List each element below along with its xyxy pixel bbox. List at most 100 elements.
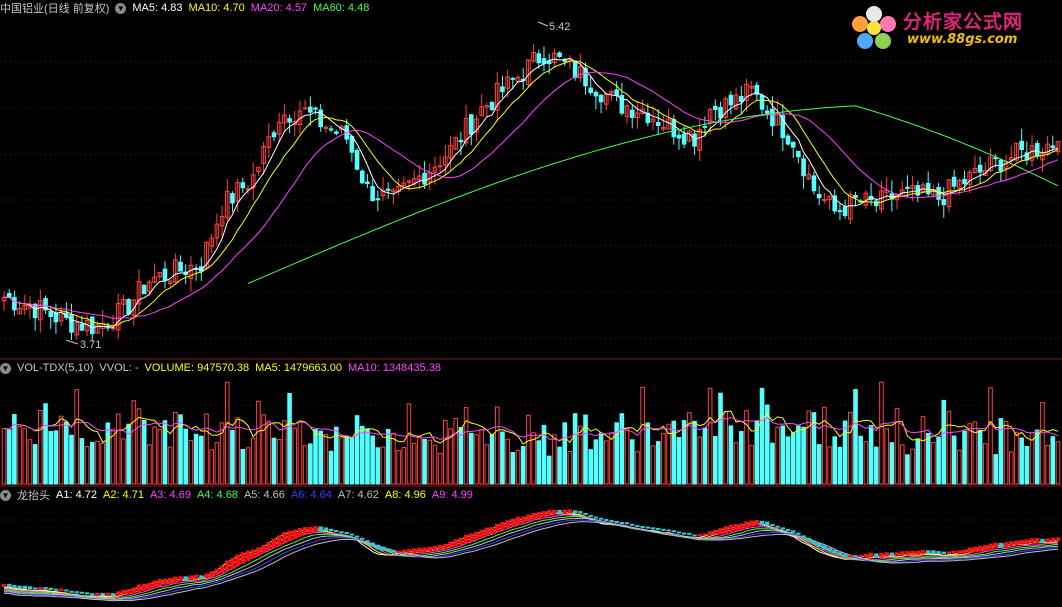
candle-body bbox=[474, 118, 479, 133]
ma60-line bbox=[247, 105, 1059, 284]
volume-bar bbox=[84, 446, 90, 485]
indicator-block bbox=[744, 521, 749, 528]
volume-bar bbox=[411, 442, 417, 485]
volume-bar bbox=[889, 442, 895, 485]
indicator-block bbox=[422, 547, 427, 553]
candle-body bbox=[32, 303, 38, 319]
indicator-block bbox=[230, 558, 235, 569]
volume-bar bbox=[271, 437, 277, 485]
volume-bar bbox=[297, 421, 303, 485]
candle-body bbox=[609, 90, 614, 94]
indicator-block bbox=[323, 527, 329, 531]
ma5-label: MA5: 4.83 bbox=[132, 2, 183, 14]
volume-bar bbox=[764, 404, 770, 485]
volume-bar bbox=[1040, 402, 1045, 485]
indicator-block bbox=[614, 520, 619, 523]
indicator-block bbox=[630, 523, 635, 526]
volume-bar bbox=[536, 440, 542, 485]
candle-body bbox=[308, 106, 313, 113]
volume-bar bbox=[967, 423, 973, 485]
indicator-block bbox=[920, 549, 926, 555]
volume-bar bbox=[692, 420, 697, 485]
chevron-down-icon[interactable]: ▼ bbox=[0, 362, 11, 374]
volume-bar bbox=[474, 434, 479, 485]
volume-bar bbox=[1019, 437, 1024, 485]
indicator-block bbox=[931, 550, 936, 554]
volume-bar bbox=[951, 435, 957, 485]
volume-bar bbox=[744, 410, 749, 485]
volume-bar bbox=[115, 413, 121, 485]
main-panel-title: 中国铝业(日线 前复权) bbox=[0, 3, 110, 15]
indicator-block bbox=[126, 589, 131, 595]
indicator-block bbox=[557, 509, 562, 515]
indicator-block bbox=[261, 545, 266, 554]
candle-body bbox=[816, 194, 822, 199]
volume-bar bbox=[515, 449, 521, 485]
indicator-block bbox=[1014, 540, 1019, 546]
indicator-block bbox=[100, 592, 105, 596]
indicator-block bbox=[754, 519, 760, 526]
indicator-block bbox=[578, 511, 583, 514]
indicator-block bbox=[604, 518, 609, 521]
indicator-block bbox=[842, 554, 848, 557]
candle-body bbox=[178, 261, 183, 272]
candle-body bbox=[121, 299, 126, 305]
volume-bar bbox=[250, 438, 256, 485]
volume-bar bbox=[899, 444, 905, 485]
candle-body bbox=[141, 284, 147, 295]
candle-body bbox=[261, 145, 266, 164]
volume-bar bbox=[453, 418, 459, 485]
candle-body bbox=[801, 158, 806, 177]
candle-body bbox=[951, 176, 957, 187]
candle-body bbox=[505, 76, 510, 89]
volume-bar bbox=[1008, 451, 1014, 485]
indicator-block bbox=[967, 547, 972, 553]
candle-body bbox=[463, 117, 469, 144]
indicator-block bbox=[448, 541, 453, 548]
volume-bar bbox=[375, 447, 381, 485]
chevron-down-icon[interactable]: ▼ bbox=[0, 489, 11, 501]
candle-body bbox=[598, 94, 604, 103]
chevron-down-icon[interactable]: ▼ bbox=[115, 2, 127, 14]
candle-body bbox=[1008, 157, 1014, 161]
indicator-block bbox=[396, 550, 401, 553]
candle-body bbox=[48, 311, 54, 317]
indicator-block bbox=[411, 548, 417, 554]
volume-bar bbox=[723, 410, 729, 485]
indicator-block bbox=[375, 544, 381, 550]
volume-bar bbox=[199, 435, 204, 485]
volume-bar bbox=[323, 433, 329, 485]
indicator-block bbox=[692, 534, 697, 537]
indicator-block bbox=[733, 523, 739, 531]
candle-body bbox=[578, 66, 583, 79]
indicator-block bbox=[879, 552, 884, 558]
indicator-block bbox=[707, 531, 713, 536]
candle-body bbox=[339, 126, 344, 131]
indicator-block bbox=[868, 552, 874, 558]
indicator-block bbox=[1003, 542, 1009, 548]
candle-body bbox=[780, 115, 786, 139]
indicator-block bbox=[946, 551, 952, 554]
candle-body bbox=[697, 128, 703, 151]
volume-bar bbox=[780, 425, 786, 485]
volume-bar bbox=[53, 430, 59, 485]
volume-bar bbox=[500, 431, 505, 485]
candle-body bbox=[531, 51, 536, 62]
indicator-block bbox=[276, 535, 282, 546]
volume-bar bbox=[365, 428, 370, 485]
indicator-line-4 bbox=[4, 516, 1059, 600]
indicator-block bbox=[219, 565, 225, 574]
volume-bar bbox=[484, 444, 490, 485]
volume-bar bbox=[313, 429, 318, 485]
indicator-block bbox=[401, 549, 406, 553]
indicator-block bbox=[723, 526, 728, 534]
volume-bar bbox=[681, 420, 687, 485]
volume-bar bbox=[235, 417, 240, 485]
indicator-block bbox=[339, 531, 344, 534]
volume-bar bbox=[141, 420, 147, 485]
candle-body bbox=[313, 107, 318, 110]
volume-bar bbox=[920, 416, 926, 485]
indicator-block bbox=[791, 530, 796, 533]
candle-body bbox=[79, 323, 85, 331]
